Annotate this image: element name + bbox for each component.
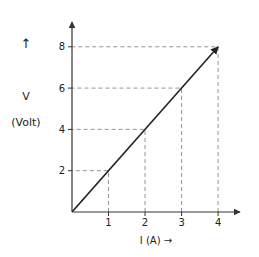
x-tick-label: 2 <box>142 217 148 228</box>
y-tick-label: 4 <box>59 124 65 135</box>
x-axis-line <box>72 211 240 212</box>
y-axis-label: ↑ <box>21 36 32 51</box>
chart-svg: 1 2 3 4 2 4 6 8 I (A) → ↑ V (Volt) <box>0 0 259 257</box>
y-axis-line <box>71 22 72 212</box>
data-line <box>72 47 218 212</box>
y-tick <box>68 46 72 47</box>
x-tick-label: 1 <box>105 217 111 228</box>
x-tick <box>108 212 109 216</box>
chart-container: 1 2 3 4 2 4 6 8 I (A) → ↑ V (Volt) <box>0 0 259 257</box>
y-tick <box>68 129 72 130</box>
x-tick <box>181 212 182 216</box>
x-tick <box>218 212 219 216</box>
y-tick-label: 2 <box>59 165 65 176</box>
plot-area <box>72 47 218 212</box>
x-tick-label: 3 <box>178 217 184 228</box>
y-axis-label: (Volt) <box>11 116 40 129</box>
guide-line <box>72 47 218 212</box>
y-tick <box>68 88 72 89</box>
x-tick-label: 4 <box>215 217 221 228</box>
y-tick-label: 8 <box>59 41 65 52</box>
x-axis-label: I (A) → <box>140 235 172 246</box>
y-tick <box>68 170 72 171</box>
y-axis-label: V <box>22 90 30 103</box>
x-tick <box>145 212 146 216</box>
y-tick-label: 6 <box>59 83 65 94</box>
